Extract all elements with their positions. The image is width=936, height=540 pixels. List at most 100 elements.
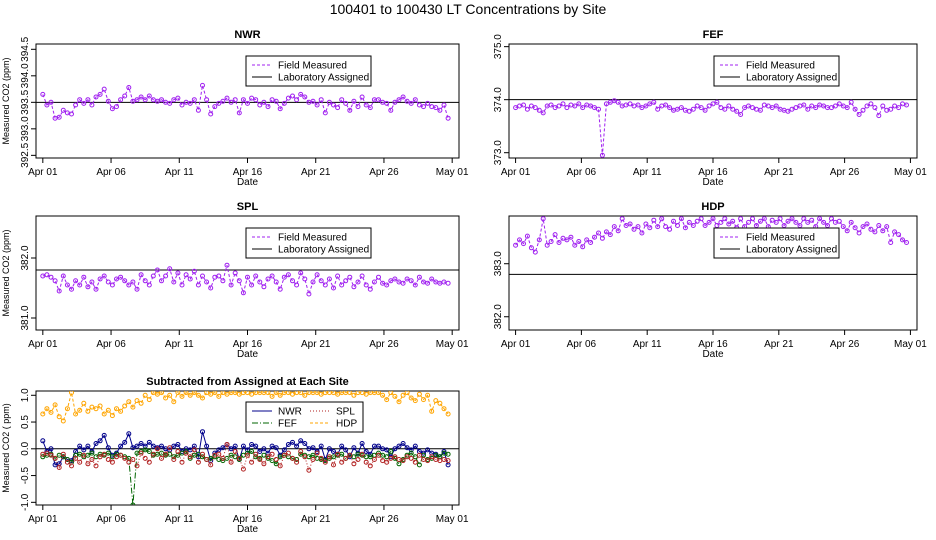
data-point xyxy=(40,438,46,444)
legend-label: Field Measured xyxy=(746,233,815,244)
data-point xyxy=(678,216,684,222)
data-point xyxy=(852,106,858,112)
data-point xyxy=(750,105,755,111)
x-tick-label: Apr 11 xyxy=(165,514,194,525)
x-axis-label: Date xyxy=(702,177,724,188)
plot-frame xyxy=(508,215,918,331)
data-point xyxy=(339,459,345,465)
data-point xyxy=(536,237,542,243)
panel-title: FEF xyxy=(703,29,724,41)
data-point xyxy=(331,449,336,454)
data-point xyxy=(322,459,328,465)
data-point xyxy=(52,402,58,408)
data-point xyxy=(73,411,79,417)
data-point xyxy=(694,103,700,109)
data-point xyxy=(367,454,373,460)
data-point xyxy=(277,392,283,398)
data-point xyxy=(290,278,295,284)
data-point xyxy=(343,278,349,284)
series-group xyxy=(40,82,451,121)
data-point xyxy=(840,224,846,230)
data-point xyxy=(261,99,267,105)
series-line-field-measured xyxy=(42,265,449,296)
data-point xyxy=(607,99,613,105)
data-point xyxy=(631,103,637,109)
data-point xyxy=(269,97,275,103)
data-point xyxy=(400,94,406,100)
data-point xyxy=(240,290,246,296)
data-point xyxy=(314,450,320,456)
data-point xyxy=(93,406,99,412)
data-point xyxy=(730,218,736,224)
data-point xyxy=(285,450,291,456)
data-point xyxy=(388,278,394,284)
data-point xyxy=(73,278,79,284)
data-point xyxy=(142,278,148,284)
data-point xyxy=(607,232,613,238)
data-point xyxy=(392,393,398,399)
data-point xyxy=(441,102,447,108)
data-point xyxy=(85,408,91,414)
data-point xyxy=(580,105,586,111)
data-point xyxy=(789,216,795,222)
data-point xyxy=(97,276,103,282)
data-point xyxy=(208,111,214,117)
data-point xyxy=(249,442,255,447)
data-point xyxy=(351,284,357,290)
data-point xyxy=(310,279,316,285)
data-point xyxy=(81,452,87,458)
data-point xyxy=(126,399,132,405)
data-point xyxy=(245,100,250,106)
data-point xyxy=(384,459,390,465)
data-point xyxy=(528,245,534,251)
legend-label: Field Measured xyxy=(278,61,347,72)
legend-box xyxy=(245,227,372,259)
data-point xyxy=(714,223,720,228)
data-point xyxy=(171,279,177,285)
data-point xyxy=(81,100,87,106)
data-point xyxy=(686,108,692,114)
data-point xyxy=(852,225,858,231)
data-point xyxy=(404,98,410,104)
data-point xyxy=(236,455,242,461)
data-point xyxy=(627,221,633,227)
data-point xyxy=(339,282,345,288)
data-point xyxy=(232,97,238,103)
data-point xyxy=(163,273,169,279)
data-point xyxy=(900,237,905,243)
data-point xyxy=(404,454,410,460)
data-point xyxy=(380,392,386,398)
data-point xyxy=(388,455,394,461)
data-point xyxy=(363,102,369,108)
data-point xyxy=(552,232,558,238)
data-point xyxy=(408,395,414,401)
data-point xyxy=(138,400,144,406)
data-point xyxy=(183,450,189,456)
data-point xyxy=(122,454,128,460)
series-line-field-measured xyxy=(515,217,907,254)
data-point xyxy=(864,221,870,227)
data-point xyxy=(167,445,173,451)
x-axis-label: Date xyxy=(237,349,259,360)
data-point xyxy=(257,449,263,454)
data-point xyxy=(220,98,226,104)
data-point xyxy=(114,454,119,460)
data-point xyxy=(261,452,267,458)
data-point xyxy=(384,454,390,460)
data-point xyxy=(844,105,850,111)
data-point xyxy=(738,112,744,117)
data-point xyxy=(134,286,140,292)
data-point xyxy=(77,97,83,103)
data-point xyxy=(146,449,152,454)
data-point xyxy=(355,279,361,285)
data-point xyxy=(130,404,136,410)
data-point xyxy=(429,276,435,282)
data-point xyxy=(416,391,422,397)
x-tick-label: Apr 11 xyxy=(165,339,194,350)
data-point xyxy=(126,282,132,288)
data-point xyxy=(335,451,341,457)
data-point xyxy=(425,280,431,286)
data-point xyxy=(48,452,54,458)
y-tick-label: 374.0 xyxy=(493,87,504,112)
data-point xyxy=(548,102,554,108)
